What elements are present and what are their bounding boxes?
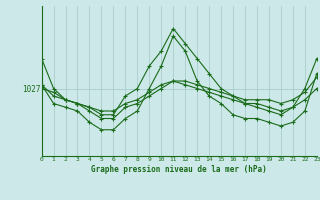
X-axis label: Graphe pression niveau de la mer (hPa): Graphe pression niveau de la mer (hPa)	[91, 165, 267, 174]
